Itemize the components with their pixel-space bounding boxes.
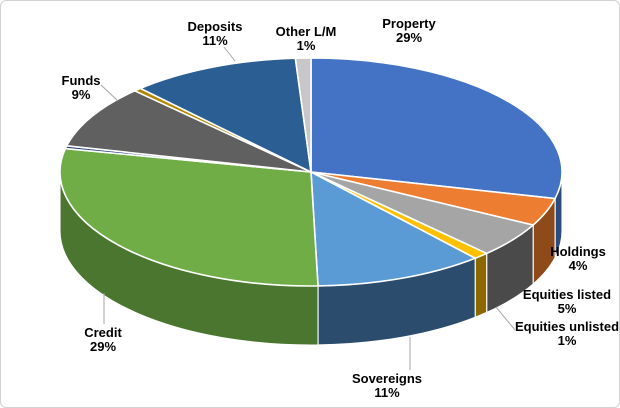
slice-label-credit: Credit 29% xyxy=(84,326,122,354)
pie-slice-other-l-m-10 xyxy=(294,57,312,173)
pie-slice-credit-5 xyxy=(59,147,319,287)
leader-line-funds xyxy=(100,84,119,102)
pie-slice-deposits-9 xyxy=(139,57,312,173)
slice-label-percent: 1% xyxy=(557,333,577,348)
slice-label-percent: 11% xyxy=(202,33,228,48)
slice-label-percent: 11% xyxy=(374,385,400,400)
slice-label-name: Property xyxy=(382,16,436,31)
slice-label-name: Sovereigns xyxy=(351,371,423,386)
slice-label-percent: 5% xyxy=(557,301,577,316)
slice-label-name: Funds xyxy=(61,73,101,88)
slice-label-name: Equities listed xyxy=(522,287,612,302)
pie-slice-property-0 xyxy=(310,57,563,200)
slice-label-property: Property 29% xyxy=(382,17,435,45)
slice-label-other-l-m: Other L/M 1% xyxy=(276,25,337,53)
slice-label-percent: 29% xyxy=(89,339,117,354)
slice-label-sovereigns: Sovereigns 11% xyxy=(352,372,422,400)
slice-label-holdings: Holdings 4% xyxy=(550,245,606,273)
slice-label-name: Equities unlisted xyxy=(514,319,620,334)
pie-slice-sovereigns-4 xyxy=(310,171,476,287)
slice-label-percent: 29% xyxy=(395,30,423,45)
slice-label-equities-unlisted: Equities unlisted 1% xyxy=(515,320,619,348)
slice-label-name: Deposits xyxy=(187,19,243,34)
pie-slice-funds-7 xyxy=(65,90,312,173)
slice-label-percent: 4% xyxy=(568,258,588,273)
slice-label-funds: Funds 9% xyxy=(62,74,101,102)
leader-line-deposits xyxy=(223,46,236,62)
pie-slice-side-equities-unlisted-3 xyxy=(474,252,488,318)
leader-line-equities-unlisted xyxy=(495,306,516,331)
slice-label-deposits: Deposits 11% xyxy=(188,20,243,48)
slice-label-equities-listed: Equities listed 5% xyxy=(523,288,611,316)
slice-label-name: Holdings xyxy=(550,244,606,259)
slice-label-percent: 9% xyxy=(71,87,91,102)
slice-label-name: Other L/M xyxy=(275,24,337,39)
slice-label-name: Credit xyxy=(84,325,122,340)
slice-label-percent: 1% xyxy=(296,38,316,53)
